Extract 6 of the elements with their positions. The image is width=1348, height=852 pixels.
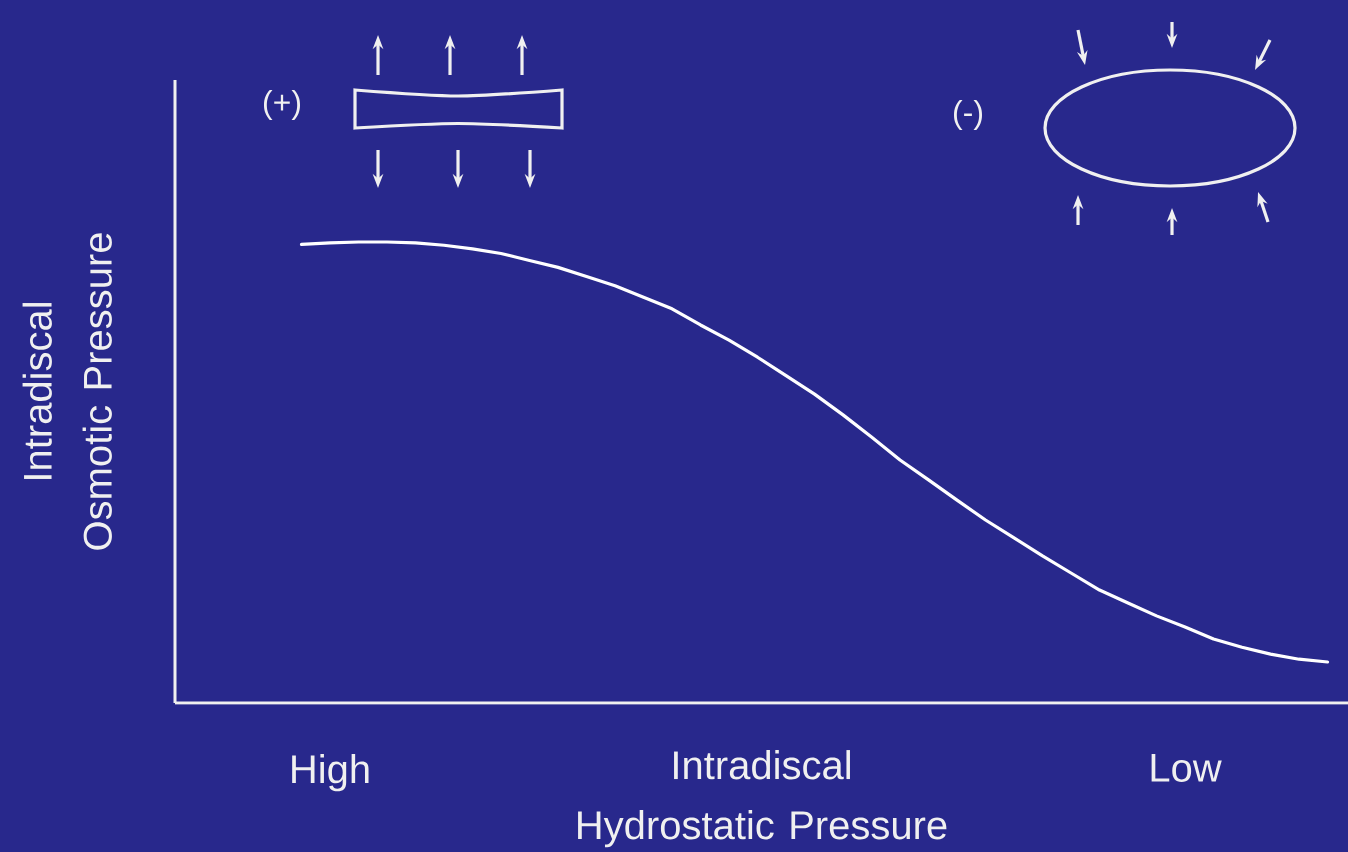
x-tick-label: High: [292, 754, 369, 792]
x-tick-label: Low: [1151, 754, 1222, 782]
y-axis-title: Intradiscal Osmotic Pressure: [22, 233, 112, 550]
x-axis-title: Intradiscal Hydrostatic Pressure: [578, 750, 947, 848]
text: (-): [954, 100, 982, 130]
text: (+): [263, 90, 301, 120]
